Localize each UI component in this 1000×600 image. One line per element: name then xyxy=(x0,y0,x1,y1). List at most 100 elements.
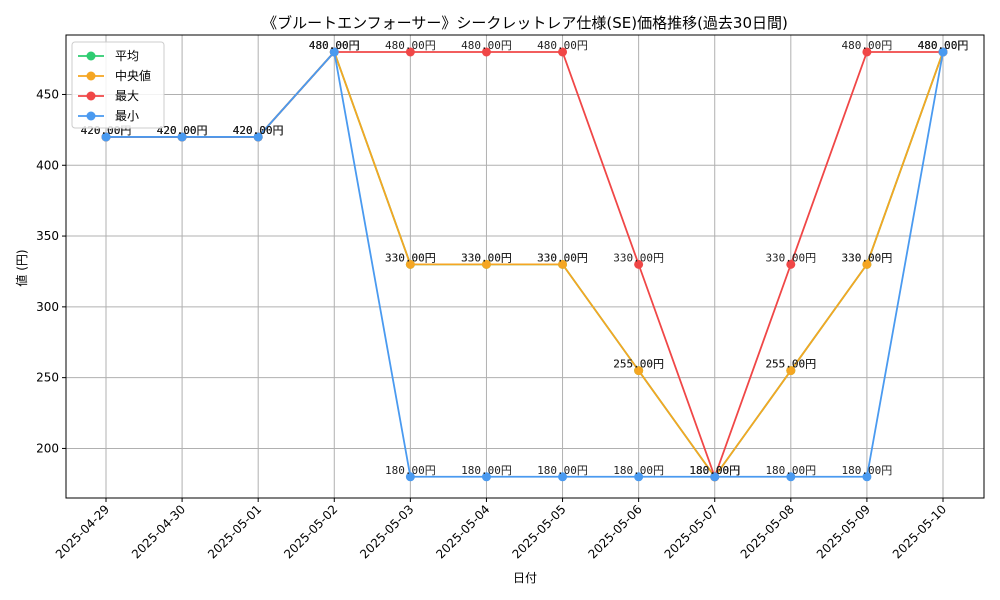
chart-title: 《ブルートエンフォーサー》シークレットレア仕様(SE)価格推移(過去30日間) xyxy=(262,14,788,32)
data-label: 480.00円 xyxy=(918,39,969,52)
data-label: 420.00円 xyxy=(157,124,208,137)
data-point xyxy=(405,472,415,482)
y-tick-label: 450 xyxy=(36,87,59,101)
data-point xyxy=(634,472,644,482)
data-point xyxy=(558,259,568,269)
grid xyxy=(66,35,984,498)
series-line-1 xyxy=(106,50,944,479)
data-label: 180.00円 xyxy=(537,464,588,477)
data-point xyxy=(862,259,872,269)
data-label: 480.00円 xyxy=(537,39,588,52)
data-label: 330.00円 xyxy=(461,251,512,264)
x-axis-title: 日付 xyxy=(513,571,537,585)
data-label: 180.00円 xyxy=(613,464,664,477)
data-point xyxy=(329,47,339,57)
x-tick-label: 2025-05-07 xyxy=(662,502,721,561)
data-label: 330.00円 xyxy=(765,251,816,264)
data-label: 180.00円 xyxy=(842,464,893,477)
data-label: 255.00円 xyxy=(765,358,816,371)
data-label: 180.00円 xyxy=(689,464,740,477)
plot-frame xyxy=(65,34,985,499)
data-label: 255.00円 xyxy=(765,358,816,371)
x-tick-label: 2025-05-08 xyxy=(738,502,797,561)
data-label: 480.00円 xyxy=(461,39,512,52)
data-point xyxy=(786,472,796,482)
data-label: 180.00円 xyxy=(689,464,740,477)
data-label: 480.00円 xyxy=(918,39,969,52)
data-point xyxy=(558,47,568,57)
data-point xyxy=(938,47,948,57)
y-tick-label: 250 xyxy=(36,371,59,385)
legend-entry-label: 最大 xyxy=(115,89,139,103)
data-label: 255.00円 xyxy=(613,358,664,371)
legend-entry-label: 平均 xyxy=(115,49,139,63)
data-label: 480.00円 xyxy=(842,39,893,52)
data-point xyxy=(634,366,644,376)
data-label: 480.00円 xyxy=(309,39,360,52)
data-point xyxy=(786,259,796,269)
data-label: 180.00円 xyxy=(385,464,436,477)
data-label: 330.00円 xyxy=(461,251,512,264)
data-label: 180.00円 xyxy=(765,464,816,477)
x-axis: 2025-04-29 2025-04-30 2025-05-01 2025-05-02… xyxy=(53,498,949,561)
data-label: 330.00円 xyxy=(385,251,436,264)
y-axis-title: 値 (円) xyxy=(14,249,29,286)
data-label: 480.00円 xyxy=(918,39,969,52)
legend-entry-label: 最小 xyxy=(115,109,139,123)
x-tick-label: 2025-04-30 xyxy=(129,502,188,561)
y-tick-label: 350 xyxy=(36,229,59,243)
data-label: 420.00円 xyxy=(157,124,208,137)
data-label: 420.00円 xyxy=(157,124,208,137)
x-tick-label: 2025-05-04 xyxy=(433,502,492,561)
data-point xyxy=(481,472,491,482)
data-point xyxy=(405,47,415,57)
data-label: 480.00円 xyxy=(309,39,360,52)
data-point xyxy=(253,132,263,142)
x-tick-label: 2025-05-09 xyxy=(814,502,873,561)
data-point xyxy=(862,472,872,482)
y-tick-label: 200 xyxy=(36,441,59,455)
data-label: 480.00円 xyxy=(385,39,436,52)
y-axis: 200 250 300 350 400 450 xyxy=(36,87,66,455)
data-label: 330.00円 xyxy=(842,251,893,264)
legend-entry-label: 中央値 xyxy=(115,68,151,83)
data-point xyxy=(405,259,415,269)
data-label: 180.00円 xyxy=(689,464,740,477)
series-lines xyxy=(101,47,948,482)
data-point xyxy=(177,132,187,142)
data-label: 330.00円 xyxy=(385,251,436,264)
x-tick-label: 2025-04-29 xyxy=(53,502,112,561)
data-point xyxy=(481,47,491,57)
data-label: 180.00円 xyxy=(461,464,512,477)
x-tick-label: 2025-05-06 xyxy=(586,502,645,561)
data-label: 420.00円 xyxy=(233,124,284,137)
data-label: 480.00円 xyxy=(918,39,969,52)
data-label: 480.00円 xyxy=(309,39,360,52)
data-label: 420.00円 xyxy=(233,124,284,137)
y-tick-label: 300 xyxy=(36,300,59,314)
series-line-3 xyxy=(106,50,944,478)
data-point xyxy=(481,259,491,269)
data-label: 255.00円 xyxy=(613,358,664,371)
x-tick-label: 2025-05-10 xyxy=(890,502,949,561)
data-label: 330.00円 xyxy=(537,251,588,264)
y-tick-label: 400 xyxy=(36,158,59,172)
data-label: 330.00円 xyxy=(537,251,588,264)
data-point xyxy=(558,472,568,482)
x-tick-label: 2025-05-05 xyxy=(509,502,568,561)
x-tick-label: 2025-05-03 xyxy=(357,502,416,561)
legend-box xyxy=(71,41,165,129)
data-label: 180.00円 xyxy=(689,464,740,477)
data-label: 420.00円 xyxy=(157,124,208,137)
data-label: 420.00円 xyxy=(233,124,284,137)
data-label: 330.00円 xyxy=(842,251,893,264)
data-point xyxy=(101,132,111,142)
x-tick-label: 2025-05-01 xyxy=(205,502,264,561)
data-point xyxy=(786,366,796,376)
data-point xyxy=(710,472,720,482)
data-label: 330.00円 xyxy=(613,251,664,264)
data-point xyxy=(634,259,644,269)
